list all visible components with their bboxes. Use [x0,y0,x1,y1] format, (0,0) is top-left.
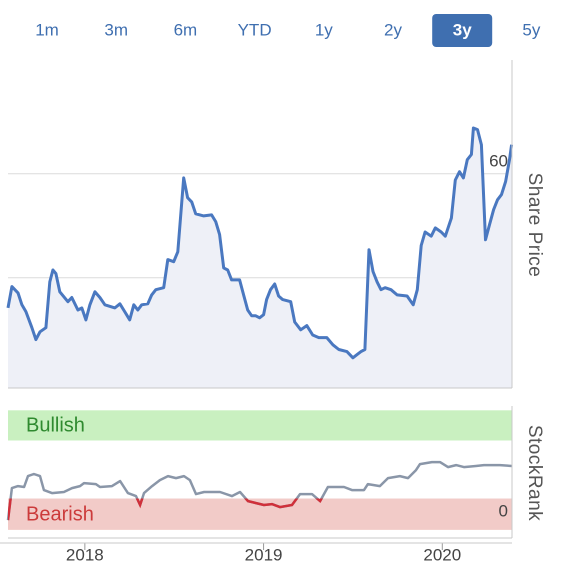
band-label: Bearish [26,503,94,525]
range-button-label: 1m [35,20,59,39]
y-tick-label: 0 [499,502,508,521]
range-button-label: 5y [522,20,540,39]
y-tick-label: 60 [489,151,508,170]
range-button[interactable]: 2y [384,20,402,39]
y-axis-title: Share Price [524,173,545,278]
range-button-label: YTD [238,20,272,39]
range-button[interactable]: 3y [432,14,493,47]
line [6,126,514,360]
y-axis-title: StockRank [524,425,545,521]
x-tick-label: 2020 [423,545,461,564]
range-button-label: 1y [315,20,333,39]
range-button[interactable]: 1m [35,20,59,39]
range-button[interactable]: YTD [238,20,272,39]
line [6,460,513,521]
range-button[interactable]: 1y [315,20,333,39]
band [8,410,512,441]
range-button-bg [432,14,493,47]
range-button[interactable]: 6m [174,20,198,39]
x-tick-label: 2018 [66,545,104,564]
range-button-label: 3y [453,20,472,39]
range-button[interactable]: 5y [522,20,540,39]
x-tick-label: 2019 [245,545,283,564]
range-button-label: 2y [384,20,402,39]
range-button[interactable]: 3m [104,20,128,39]
band-label: Bullish [26,415,85,437]
range-button-label: 3m [104,20,128,39]
area [8,128,512,388]
range-button-label: 6m [174,20,198,39]
